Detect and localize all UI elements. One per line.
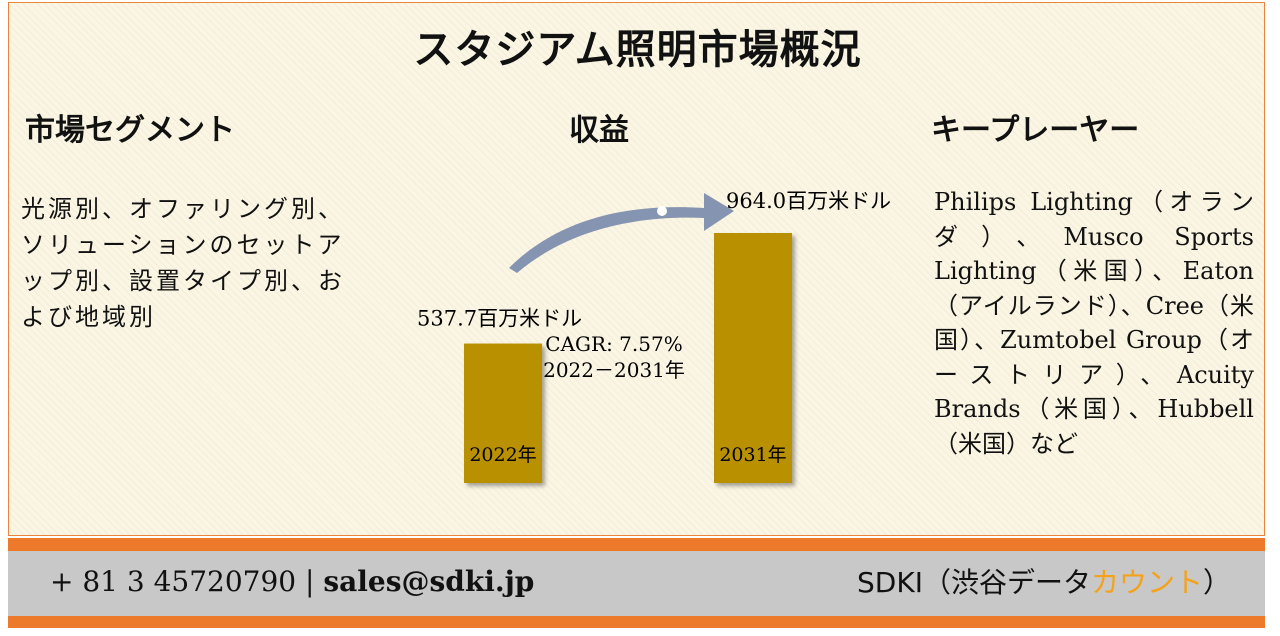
- footer-bottom-stripe: [8, 616, 1265, 628]
- segment-heading: 市場セグメント: [25, 113, 235, 148]
- page-title: スタジアム照明市場概況: [413, 26, 862, 73]
- segment-text: 光源別、オファリング別、ソリューションのセットアップ別、設置タイプ別、および地域…: [21, 195, 345, 331]
- growth-arrow-icon: [509, 193, 734, 273]
- bar-value-label: 537.7百万米ドル: [417, 307, 582, 331]
- bar-category-label: 2031年: [719, 444, 786, 466]
- cagr-period: 2022－2031年: [543, 358, 685, 382]
- bar-2022年: [464, 343, 542, 483]
- key-players-text: Philips Lighting（オランダ）、Musco Sports Ligh…: [934, 188, 1254, 458]
- contact-info: + 81 3 45720790 | sales@sdki.jp: [50, 565, 534, 598]
- brand-accent: カウント: [1090, 566, 1203, 599]
- revenue-heading: 収益: [569, 113, 629, 148]
- phone-number: + 81 3 45720790: [50, 565, 297, 598]
- cagr-label: CAGR: 7.57%: [545, 332, 682, 356]
- bar-value-label: 964.0百万米ドル: [726, 189, 891, 213]
- brand-main: SDKI（渋谷データ: [857, 566, 1091, 599]
- arrow-dot: [657, 206, 667, 216]
- infographic-panel: スタジアム照明市場概況 市場セグメント 収益 キープレーヤー 光源別、オファリン…: [8, 2, 1265, 536]
- brand-end: ）: [1202, 566, 1231, 599]
- revenue-chart: 2022年 537.7百万米ドル 2031年 964.0百万米ドル CAGR: 7.5…: [417, 189, 891, 483]
- footer-bar: + 81 3 45720790 | sales@sdki.jp SDKI（渋谷デ…: [8, 551, 1265, 616]
- footer-top-stripe: [8, 538, 1265, 551]
- brand-name: SDKI（渋谷データカウント）: [857, 561, 1231, 601]
- separator: |: [305, 565, 315, 598]
- bar-2031年: [714, 233, 792, 483]
- bar-category-label: 2022年: [469, 444, 536, 466]
- key-players-heading: キープレーヤー: [931, 113, 1140, 148]
- email-address[interactable]: sales@sdki.jp: [323, 565, 535, 598]
